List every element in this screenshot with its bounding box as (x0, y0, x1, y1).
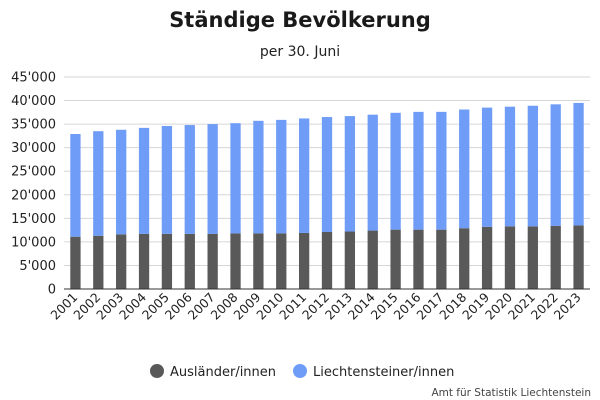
bar-segment-liechtensteiner (298, 118, 310, 233)
bar-segment-auslaender (70, 236, 81, 289)
y-tick-label: 25'000 (11, 165, 56, 180)
x-tick-label: 2023 (551, 290, 584, 323)
bar-segment-liechtensteiner (138, 127, 150, 234)
y-tick-label: 20'000 (11, 188, 56, 203)
chart-subtitle: per 30. Juni (260, 44, 340, 60)
chart-title: Ständige Bevölkerung (169, 8, 431, 32)
bar-segment-auslaender (276, 233, 287, 289)
y-tick-label: 5'000 (19, 259, 56, 274)
legend-swatch-auslaender (150, 364, 164, 378)
bar-segment-auslaender (207, 233, 218, 289)
legend-label-liechtensteiner: Liechtensteiner/innen (313, 365, 454, 380)
y-tick-label: 35'000 (11, 118, 56, 133)
bar-segment-liechtensteiner (161, 125, 173, 234)
legend: Ausländer/innen Liechtensteiner/innen (150, 364, 454, 380)
bar-segment-auslaender (253, 233, 264, 289)
bar-segment-auslaender (367, 230, 378, 289)
bar-segment-liechtensteiner (93, 131, 104, 236)
y-tick-label: 30'000 (11, 141, 56, 156)
bar-segment-liechtensteiner (504, 106, 516, 227)
bar-segment-auslaender (93, 235, 104, 289)
bar-segment-auslaender (459, 228, 470, 289)
bar-segment-liechtensteiner (413, 111, 424, 230)
bar-segment-auslaender (436, 229, 447, 289)
y-tick-label: 40'000 (11, 94, 56, 109)
bar-segment-liechtensteiner (573, 102, 584, 226)
bar-segment-auslaender (298, 232, 310, 289)
bar-segment-auslaender (138, 233, 150, 289)
y-tick-label: 10'000 (11, 235, 56, 250)
bar-segment-auslaender (390, 229, 401, 289)
bar-segment-liechtensteiner (344, 116, 356, 232)
source-note: Amt für Statistik Liechtenstein (431, 387, 591, 399)
bar-segment-auslaender (550, 225, 561, 289)
bar-segment-liechtensteiner (116, 129, 127, 235)
bar-segment-auslaender (321, 231, 333, 289)
bar-segment-liechtensteiner (230, 123, 241, 234)
bar-segment-liechtensteiner (70, 134, 81, 237)
bar-segment-auslaender (504, 226, 516, 289)
bar-segment-liechtensteiner (527, 105, 538, 227)
x-axis-ticks: 2001200220032004200520062007200820092010… (47, 289, 583, 322)
bar-segment-liechtensteiner (184, 125, 195, 234)
legend-item-liechtensteiner[interactable]: Liechtensteiner/innen (293, 364, 454, 380)
legend-item-auslaender[interactable]: Ausländer/innen (150, 364, 276, 380)
bar-segment-liechtensteiner (321, 117, 333, 232)
y-tick-label: 0 (48, 283, 56, 298)
bar-segment-liechtensteiner (550, 104, 561, 226)
bar-segment-auslaender (527, 226, 538, 289)
y-tick-label: 45'000 (11, 71, 56, 86)
bar-segment-auslaender (573, 225, 584, 289)
bar-segment-liechtensteiner (436, 111, 447, 230)
legend-swatch-liechtensteiner (293, 364, 307, 378)
bar-segment-liechtensteiner (481, 107, 493, 227)
bar-segment-liechtensteiner (207, 124, 218, 234)
bar-segment-auslaender (344, 231, 356, 289)
bar-segment-auslaender (230, 233, 241, 289)
bar-segment-liechtensteiner (367, 114, 378, 231)
legend-label-auslaender: Ausländer/innen (170, 365, 276, 380)
bars (70, 102, 584, 289)
bar-segment-liechtensteiner (459, 109, 470, 229)
bar-segment-liechtensteiner (390, 112, 401, 230)
y-axis-ticks: 0 5'000 10'000 15'000 20'000 25'000 30'000 35'0… (11, 71, 56, 298)
bar-segment-liechtensteiner (276, 119, 287, 234)
bar-segment-auslaender (161, 233, 173, 289)
bar-segment-auslaender (481, 226, 493, 289)
bar-segment-liechtensteiner (253, 120, 264, 234)
bar-segment-auslaender (413, 229, 424, 289)
bar-segment-auslaender (116, 234, 127, 289)
bar-segment-auslaender (184, 233, 195, 289)
y-tick-label: 15'000 (11, 212, 56, 227)
